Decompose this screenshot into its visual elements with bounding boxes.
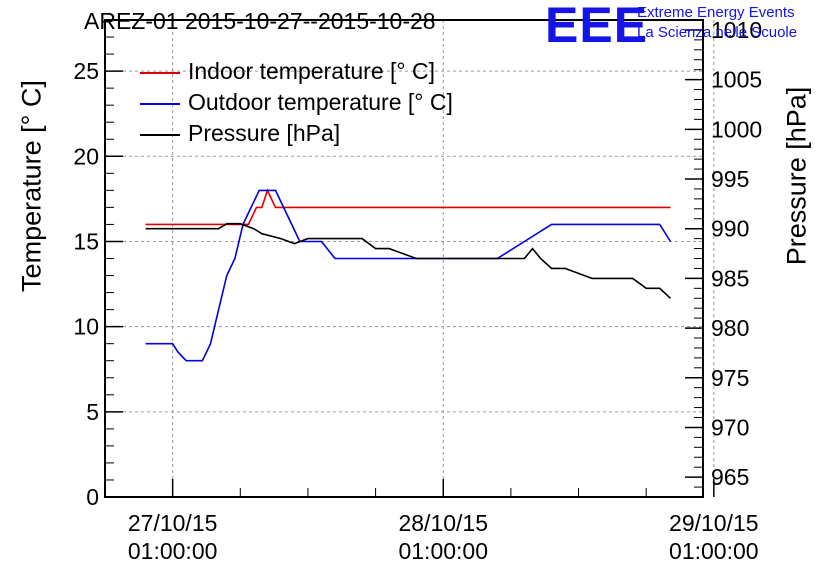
x-tick-label-date: 28/10/15: [398, 510, 488, 536]
grid-lines: [105, 20, 715, 497]
series-indoor-temperature: [145, 188, 671, 226]
legend-label-indoor: Indoor temperature [° C]: [188, 58, 435, 84]
series-layer: [145, 188, 672, 362]
x-tick-label-date: 27/10/15: [127, 510, 218, 536]
axis-ticks: 0 5 10 15 20 25 965 970 975 980 985 990 995 1000 1005 1…: [73, 17, 762, 510]
y-tick-label-left: 15: [73, 228, 99, 254]
y-tick-label-right: 1005: [711, 67, 762, 93]
legend-label-pressure: Pressure [hPa]: [188, 120, 341, 146]
logo-line-2: La Scienza nelle Scuole: [637, 24, 798, 41]
y-axis-title-left: Temperature [° C]: [16, 80, 47, 292]
chart-title: AREZ-01 2015-10-27--2015-10-28: [84, 8, 436, 34]
y-tick-label-right: 965: [711, 464, 749, 490]
x-tick-label: 29/10/15 01:00:00: [669, 509, 759, 565]
y-tick-label-left: 20: [73, 143, 99, 169]
series-outdoor-temperature: [145, 189, 672, 362]
y-tick-label-right: 980: [711, 315, 749, 341]
y-tick-label-right: 975: [711, 365, 749, 391]
x-tick-label: 28/10/15 01:00:00: [398, 509, 488, 565]
legend-swatch-indoor: [140, 72, 180, 74]
y-tick-label-right: 1000: [711, 116, 762, 142]
legend-swatch-outdoor: [140, 103, 180, 105]
y-tick-label-right: 985: [711, 265, 749, 291]
eee-logo: EEE: [545, 0, 649, 53]
y-tick-label-right: 1010: [711, 17, 762, 43]
x-tick-label: 27/10/15 01:00:00: [128, 509, 218, 565]
y-tick-label-left: 10: [73, 314, 99, 340]
y-tick-label-left: 0: [86, 484, 99, 510]
y-tick-label-left: 5: [86, 399, 99, 425]
logo-line-1: Extreme Energy Events: [637, 4, 795, 21]
series-pressure: [145, 222, 672, 299]
x-tick-label-time: 01:00:00: [398, 538, 488, 564]
x-tick-label-date: 29/10/15: [669, 510, 759, 536]
legend-label-outdoor: Outdoor temperature [° C]: [188, 89, 453, 115]
legend-swatch-pressure: [140, 134, 180, 136]
y-axis-title-right: Pressure [hPa]: [781, 86, 812, 266]
y-tick-label-right: 995: [711, 166, 749, 192]
x-tick-label-time: 01:00:00: [127, 538, 218, 564]
x-tick-label-time: 01:00:00: [669, 538, 759, 564]
y-tick-label-left: 25: [73, 58, 99, 84]
y-tick-label-right: 970: [711, 414, 749, 440]
y-tick-label-right: 990: [711, 216, 749, 242]
